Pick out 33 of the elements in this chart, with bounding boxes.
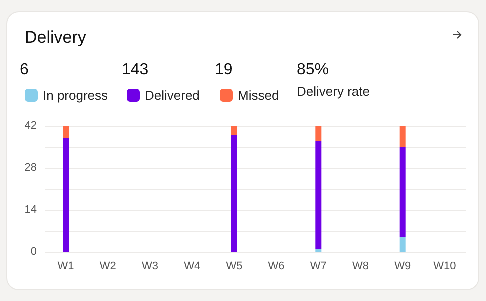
y-tick-label: 42 [24, 120, 37, 132]
x-tick-label: W10 [434, 260, 456, 272]
bar [316, 141, 322, 249]
bar [316, 249, 322, 252]
bar [316, 126, 322, 141]
x-tick-label: W6 [268, 260, 285, 272]
bar [63, 138, 70, 252]
y-tick-label: 0 [30, 246, 37, 258]
legend-label: Missed [238, 88, 280, 103]
bar [63, 126, 70, 138]
bar [231, 135, 238, 252]
text: 85% [297, 62, 330, 78]
x-tick-label: W3 [142, 260, 158, 272]
x-tick-label: W7 [310, 260, 327, 272]
text: Delivery rate [297, 84, 370, 99]
bar [400, 126, 406, 147]
legend-label: Delivered [145, 88, 200, 103]
bar [231, 126, 238, 135]
x-tick-label: W2 [100, 260, 116, 272]
text: 6 [20, 62, 29, 78]
y-tick-label: 28 [24, 162, 37, 174]
chart-title: Delivery [25, 28, 87, 47]
text: 143 [122, 62, 149, 78]
x-tick-label: W9 [394, 260, 412, 272]
bar [400, 147, 406, 237]
x-tick-label: W8 [352, 260, 369, 272]
x-tick-label: W4 [184, 260, 201, 272]
bar [400, 237, 406, 252]
text: 19 [215, 62, 233, 78]
y-tick-label: 14 [24, 204, 37, 216]
legend-label: In progress [43, 88, 109, 103]
x-tick-label: W5 [226, 260, 243, 272]
x-tick-label: W1 [58, 260, 74, 272]
